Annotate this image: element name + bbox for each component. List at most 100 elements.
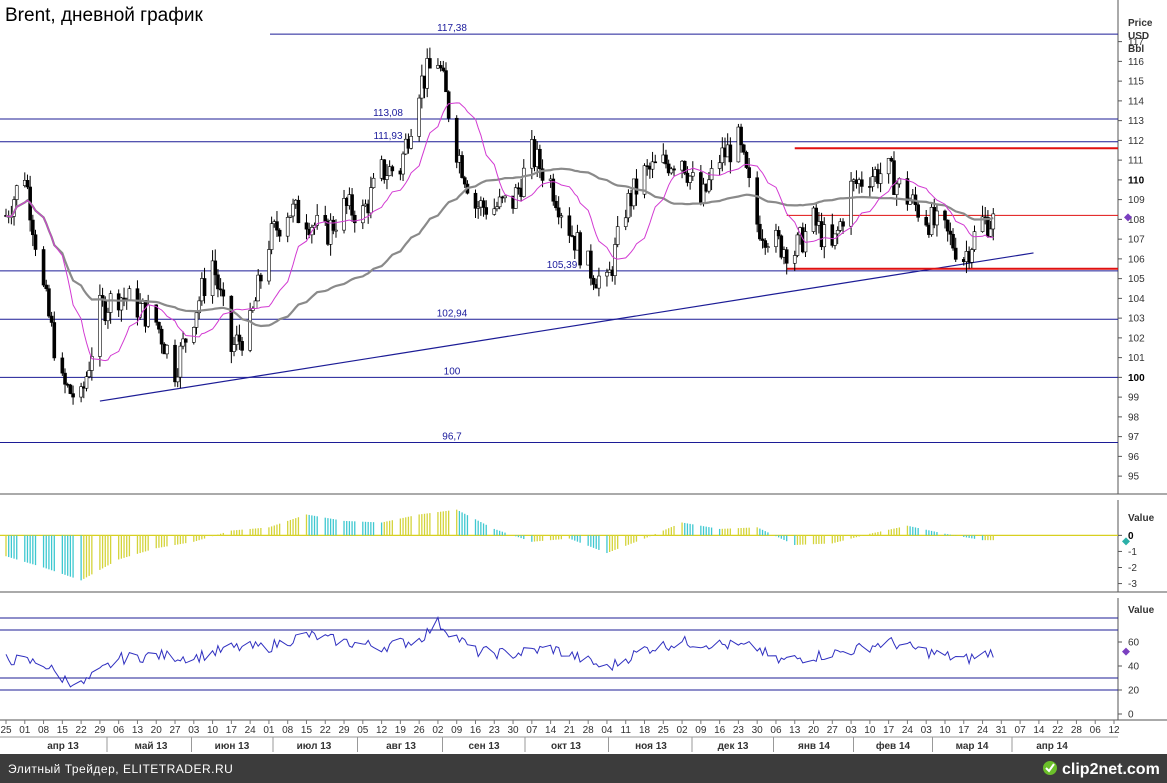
candle-body	[334, 229, 338, 232]
candle-body	[285, 217, 290, 237]
candle-body	[369, 187, 373, 214]
x-day-label: 03	[188, 725, 200, 736]
price-level-label: 105,39	[547, 260, 578, 271]
candle-body	[361, 205, 365, 224]
price-level-label: 100	[444, 366, 461, 377]
x-day-label: 29	[94, 725, 106, 736]
candle-body	[945, 219, 950, 232]
x-day-label: 14	[545, 725, 557, 736]
candle-body	[634, 178, 639, 195]
x-month-label: май 13	[135, 741, 168, 752]
x-day-label: 23	[733, 725, 745, 736]
candle-body	[784, 249, 789, 264]
candle-body	[578, 232, 582, 266]
candle-body	[755, 177, 759, 225]
x-day-label: 07	[1015, 725, 1027, 736]
candle-body	[889, 158, 894, 161]
x-day-label: 14	[1033, 725, 1045, 736]
candle-body	[323, 215, 328, 222]
price-tick-label: 114	[1128, 96, 1144, 107]
x-day-label: 05	[357, 725, 369, 736]
price-tick-label: 107	[1128, 235, 1145, 246]
x-day-label: 16	[714, 725, 726, 736]
candle-body	[68, 384, 73, 394]
candle-body	[948, 230, 953, 235]
x-day-label: 08	[282, 725, 294, 736]
candle-body	[970, 249, 974, 263]
x-day-label: 28	[1071, 725, 1083, 736]
rsi-tick-label: 0	[1128, 710, 1134, 721]
candle-body	[690, 172, 695, 177]
candle-body	[822, 224, 827, 248]
candle-body	[551, 178, 556, 202]
footer-source-text: Элитный Трейдер, ELITETRADER.RU	[8, 762, 233, 776]
x-day-label: 30	[752, 725, 764, 736]
price-tick-label: 115	[1128, 77, 1144, 88]
candle-body	[717, 162, 722, 169]
candle-body	[197, 300, 201, 314]
candle-body	[79, 386, 83, 398]
price-tick-label: 96	[1128, 452, 1140, 463]
candle-body	[905, 178, 910, 205]
candle-body	[682, 160, 687, 174]
candle-body	[47, 288, 51, 317]
candle-body	[986, 216, 990, 237]
candle-body	[591, 277, 596, 285]
x-day-label: 24	[245, 725, 257, 736]
price-tick-label: 97	[1128, 432, 1140, 443]
candle-body	[833, 233, 837, 246]
osc-tick-label: 0	[1128, 531, 1134, 542]
osc-axis-head: Value	[1128, 513, 1155, 524]
candle-body	[401, 153, 405, 175]
price-tick-label: 100	[1128, 373, 1145, 384]
price-tick-label: 111	[1128, 156, 1144, 167]
candle-body	[672, 168, 676, 171]
footer-bar: Элитный Трейдер, ELITETRADER.RU clip2net…	[0, 754, 1167, 783]
rsi-axis-head: Value	[1128, 605, 1155, 616]
support-trendline	[99, 252, 1034, 402]
x-day-label: 27	[827, 725, 839, 736]
x-day-label: 13	[132, 725, 144, 736]
x-month-label: апр 14	[1036, 741, 1068, 752]
candle-body	[462, 177, 467, 185]
rsi-line	[5, 616, 994, 688]
candle-body	[352, 214, 357, 224]
candle-body	[385, 175, 389, 180]
candle-body	[878, 173, 883, 184]
candle-body	[135, 288, 140, 318]
price-tick-label: 117	[1128, 37, 1144, 48]
candle-body	[122, 297, 126, 300]
candle-body	[60, 357, 65, 374]
price-level-label: 102,94	[437, 308, 468, 319]
candle-body	[521, 167, 526, 197]
price-tick-label: 99	[1128, 393, 1140, 404]
x-day-label: 12	[1108, 725, 1120, 736]
candle-body	[14, 185, 19, 200]
candle-body	[991, 213, 996, 230]
x-day-label: 01	[19, 725, 31, 736]
candle-body	[315, 215, 320, 226]
candle-body	[495, 206, 499, 210]
price-tick-label: 103	[1128, 314, 1145, 325]
candle-body	[425, 58, 430, 89]
price-tick-label: 98	[1128, 412, 1140, 423]
x-day-label: 02	[432, 725, 444, 736]
rsi-marker-icon	[1122, 647, 1130, 656]
candle-body	[766, 246, 770, 248]
candle-body	[476, 206, 480, 209]
candle-body	[497, 196, 502, 208]
candle-body	[605, 272, 609, 277]
candle-body	[886, 158, 891, 175]
candle-body	[892, 160, 896, 195]
x-day-label: 28	[583, 725, 595, 736]
candle-body	[229, 295, 234, 352]
candle-body	[615, 226, 620, 245]
candle-body	[741, 144, 746, 153]
candle-body	[792, 255, 797, 264]
candle-body	[758, 223, 762, 240]
candle-body	[49, 315, 54, 323]
price-tick-label: 113	[1128, 116, 1144, 127]
price-tick-label: 95	[1128, 472, 1140, 483]
x-day-label: 18	[639, 725, 651, 736]
